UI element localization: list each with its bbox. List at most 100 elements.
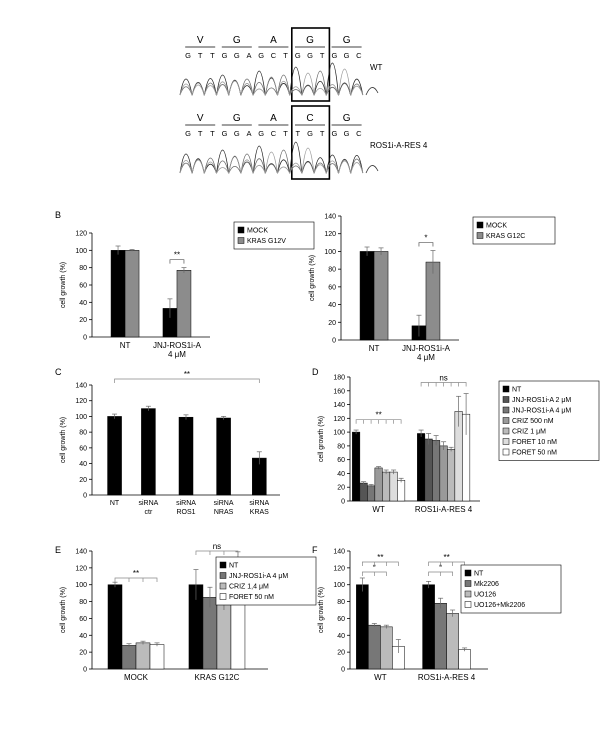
y-tick-label: 80 (79, 599, 87, 606)
y-tick-label: 140 (333, 402, 345, 409)
panel-letter: D (312, 367, 319, 377)
y-tick-label: 20 (79, 650, 87, 657)
bar (432, 440, 441, 502)
legend-swatch (502, 448, 510, 456)
chromatogram-trace (179, 68, 364, 96)
y-tick-label: 160 (333, 388, 345, 395)
nucleotide-label: T (210, 51, 215, 60)
bar (149, 644, 165, 670)
nucleotide-label: A (246, 129, 251, 138)
legend-label: MOCK (247, 228, 268, 235)
bar (447, 449, 456, 502)
y-tick-label: 0 (83, 667, 87, 674)
nucleotide-label: G (295, 51, 301, 60)
bar (124, 250, 140, 338)
bar (176, 270, 192, 338)
bar (121, 645, 137, 670)
legend-box (472, 216, 556, 245)
legend-swatch (502, 406, 510, 414)
x-tick-label: KRAS (250, 509, 269, 516)
legend-swatch (464, 569, 472, 577)
y-tick-label: 40 (337, 471, 345, 478)
bar (382, 471, 391, 502)
legend-swatch (464, 580, 472, 587)
significance-bracket (195, 550, 239, 555)
sequence-sample-label: ROS1i-A-RES 4 (370, 141, 428, 150)
significance-label: ns (213, 542, 221, 551)
bar (374, 467, 383, 502)
significance-label: ** (133, 569, 139, 578)
nucleotide-label: G (234, 51, 240, 60)
amino-acid-label: G (233, 113, 241, 124)
y-axis-label: cell growth (%) (309, 255, 316, 301)
bar (458, 649, 471, 670)
x-tick-label: siRNA (176, 500, 196, 507)
y-tick-label: 20 (328, 320, 336, 327)
nucleotide-label: T (210, 129, 215, 138)
y-tick-label: 0 (341, 499, 345, 506)
legend-box (498, 380, 600, 461)
legend-label: FORET 10 nM (512, 439, 557, 446)
amino-acid-label: G (306, 35, 314, 46)
legend-swatch (502, 438, 510, 445)
bar (352, 431, 361, 502)
y-tick-label: 20 (79, 477, 87, 484)
x-tick-label: NRAS (214, 509, 234, 516)
y-tick-label: 60 (79, 616, 87, 623)
legend-box (215, 556, 317, 606)
x-tick-label: 4 μM (417, 353, 435, 362)
y-tick-label: 80 (328, 267, 336, 274)
chart-panel-e: E 0 20 40 60 80 100 120 140 cell growth (%) MOCK KR… (55, 542, 317, 682)
nucleotide-label: G (331, 129, 337, 138)
y-tick-label: 120 (75, 398, 87, 405)
nucleotide-label: G (185, 51, 191, 60)
legend-label: CRIZ 500 nM (512, 418, 554, 425)
significance-bracket (362, 561, 399, 566)
bar (439, 445, 448, 502)
x-tick-label: JNJ-ROS1i-A (153, 341, 202, 350)
bar (107, 416, 122, 496)
legend-swatch (237, 226, 245, 234)
legend-label: NT (512, 387, 522, 394)
nucleotide-label: G (344, 51, 350, 60)
legend-box (460, 564, 562, 614)
x-tick-label: ctr (145, 509, 153, 516)
panel-letter: E (55, 545, 61, 555)
legend-swatch (464, 590, 472, 598)
x-tick-label: KRAS G12C (195, 673, 240, 682)
legend-swatch (502, 396, 510, 403)
y-tick-label: 120 (75, 231, 87, 238)
nucleotide-label: C (271, 129, 277, 138)
chromatogram-trace (179, 147, 364, 174)
bar (368, 624, 381, 670)
nucleotide-label: G (258, 129, 264, 138)
legend-label: KRAS G12V (247, 238, 286, 245)
significance-label: ** (375, 411, 381, 420)
y-tick-label: 80 (337, 599, 345, 606)
bar (425, 261, 441, 341)
y-tick-label: 80 (337, 443, 345, 450)
legend-swatch (476, 221, 484, 229)
bar (141, 408, 156, 496)
significance-label: ** (184, 370, 190, 379)
legend-swatch (502, 427, 510, 435)
y-tick-label: 60 (79, 283, 87, 290)
bar (178, 416, 194, 496)
amino-acid-label: G (343, 113, 351, 124)
nucleotide-label: G (307, 129, 313, 138)
panel-letter: B (55, 210, 61, 220)
y-axis-label: cell growth (%) (318, 587, 325, 633)
x-tick-label: NT (110, 500, 120, 507)
legend-label: NT (474, 571, 484, 578)
bar (417, 433, 426, 502)
bar (424, 438, 433, 502)
x-tick-label: siRNA (249, 500, 269, 507)
chromatogram-trace (179, 62, 364, 96)
y-tick-label: 80 (79, 265, 87, 272)
x-tick-label: NT (369, 344, 380, 353)
x-tick-label: siRNA (138, 500, 158, 507)
y-tick-label: 120 (333, 565, 345, 572)
nucleotide-label: G (344, 129, 350, 138)
y-tick-label: 60 (337, 616, 345, 623)
